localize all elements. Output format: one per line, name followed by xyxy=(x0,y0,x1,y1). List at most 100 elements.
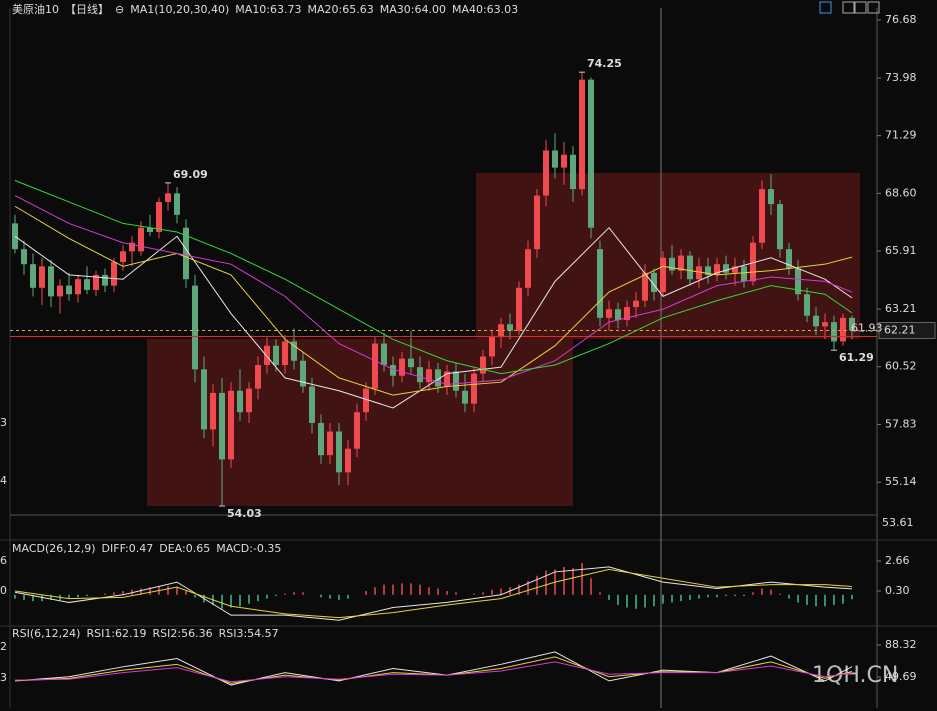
candle-body xyxy=(471,373,477,404)
y-tick-label: 88.32 xyxy=(885,638,917,651)
candle-body xyxy=(309,386,315,423)
candle-body xyxy=(147,227,153,232)
candle-body xyxy=(210,392,216,430)
tool-button[interactable] xyxy=(867,1,880,14)
extreme-label: 69.09 xyxy=(173,168,208,181)
candle-body xyxy=(174,193,180,215)
legend-label: DIFF:0.47 xyxy=(102,542,154,555)
toolbar xyxy=(819,1,880,14)
indicator-line xyxy=(14,205,853,396)
candle-body xyxy=(345,448,351,473)
candle-body xyxy=(39,266,45,288)
legend-label: RSI1:62.19 xyxy=(86,627,146,640)
legend-label: MA20:65.63 xyxy=(308,3,374,16)
candle-body xyxy=(714,264,720,275)
candle-body xyxy=(273,345,279,366)
candle-body xyxy=(363,388,369,413)
candle-body xyxy=(777,204,783,250)
indicator-line xyxy=(14,568,853,619)
y-tick-label: 63.21 xyxy=(885,302,917,315)
candle-body xyxy=(453,371,459,391)
candle-body xyxy=(381,343,387,366)
legend-label: 美原油10 xyxy=(12,2,59,16)
tool-button[interactable] xyxy=(854,1,867,14)
candle-body xyxy=(651,272,657,293)
candle-body xyxy=(84,279,90,290)
legend-label: MA30:64.00 xyxy=(380,3,446,16)
candle-body xyxy=(840,317,846,342)
candle-body xyxy=(606,309,612,318)
candle-body xyxy=(579,79,585,190)
legend-label: RSI2:56.36 xyxy=(153,627,213,640)
candle-body xyxy=(849,317,855,331)
candle-body xyxy=(336,431,342,473)
candle-body xyxy=(57,285,63,297)
y-tick-label: 71.29 xyxy=(885,129,917,142)
candle-body xyxy=(687,255,693,280)
candle-body xyxy=(597,249,603,318)
candle-body xyxy=(318,422,324,456)
candle-body xyxy=(165,193,171,202)
candle-body xyxy=(444,371,450,387)
candle-body xyxy=(120,251,126,263)
candle-body xyxy=(498,324,504,338)
candle-body xyxy=(66,285,72,295)
candle-body xyxy=(804,294,810,316)
legend-label: ⊖ xyxy=(115,3,124,16)
tool-button[interactable] xyxy=(819,1,832,14)
candle-body xyxy=(228,390,234,460)
extreme-label: 54.03 xyxy=(227,507,262,520)
candle-body xyxy=(282,341,288,366)
candle-body xyxy=(732,266,738,273)
left-axis-label: 2 xyxy=(0,640,7,653)
y-tick-label: 76.68 xyxy=(885,13,917,26)
left-axis-label: 4 xyxy=(0,474,7,487)
y-tick-label: 2.66 xyxy=(885,554,910,567)
candle-body xyxy=(75,279,81,295)
legend-label: MA40:63.03 xyxy=(452,3,518,16)
candle-body xyxy=(516,287,522,331)
candle-body xyxy=(192,285,198,370)
candle-body xyxy=(201,369,207,430)
legend-label: RSI3:54.57 xyxy=(219,627,279,640)
candle-body xyxy=(291,341,297,361)
candle-body xyxy=(219,392,225,460)
candle-body xyxy=(669,257,675,271)
candle-body xyxy=(48,266,54,297)
candle-body xyxy=(624,307,630,320)
legend-label: MA10:63.73 xyxy=(235,3,301,16)
indicator-line xyxy=(14,195,853,385)
candle-body xyxy=(534,195,540,250)
candle-body xyxy=(156,201,162,232)
candle-body xyxy=(822,322,828,327)
watermark: 1QH.CN xyxy=(812,663,898,688)
candle-body xyxy=(759,189,765,243)
left-axis-label: 0 xyxy=(0,584,7,597)
candle-body xyxy=(552,150,558,168)
legend-label: RSI(6,12,24) xyxy=(12,627,80,640)
price-tag xyxy=(878,321,936,339)
candle-body xyxy=(696,266,702,280)
candle-body xyxy=(408,358,414,368)
candle-body xyxy=(813,315,819,327)
candle-body xyxy=(435,369,441,387)
candle-body xyxy=(300,360,306,387)
y-tick-label: 68.60 xyxy=(885,186,917,199)
axis-bottom-label: 53.61 xyxy=(882,516,914,529)
extreme-label: 61.29 xyxy=(839,351,874,364)
candle-body xyxy=(795,268,801,295)
candle-body xyxy=(327,431,333,456)
candle-body xyxy=(390,365,396,376)
candle-body xyxy=(831,322,837,342)
range-box xyxy=(476,173,860,339)
candle-body xyxy=(129,242,135,252)
candle-body xyxy=(678,255,684,271)
legend-label: MACD(26,12,9) xyxy=(12,542,96,555)
candle-body xyxy=(642,272,648,301)
y-tick-label: 55.14 xyxy=(885,475,917,488)
y-tick-label: 0.30 xyxy=(885,584,910,597)
price-tag-label: 62.21 xyxy=(884,323,916,336)
left-axis-label: 3 xyxy=(0,671,7,684)
tool-button[interactable] xyxy=(842,1,855,14)
